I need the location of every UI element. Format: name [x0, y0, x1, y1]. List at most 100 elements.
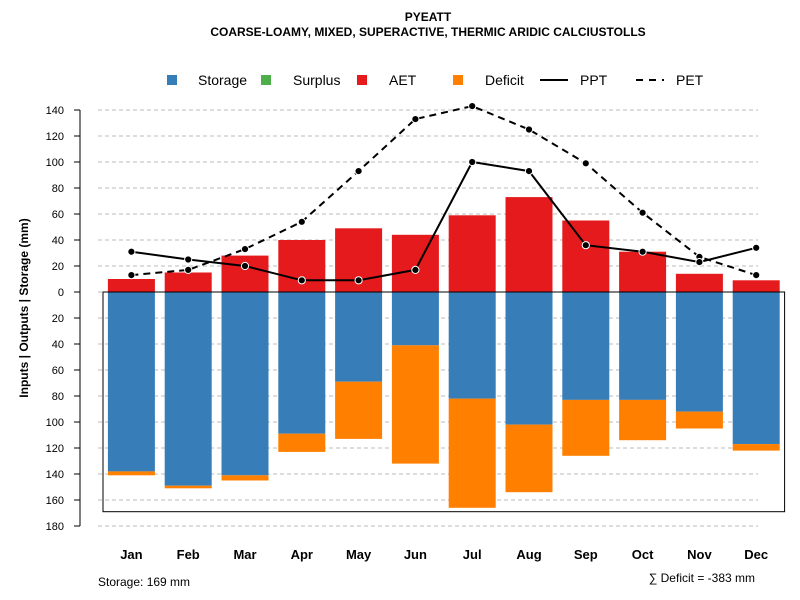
- deficit-bar: [732, 444, 780, 451]
- ppt-point: [638, 247, 647, 256]
- legend-surplus-label: Surplus: [293, 72, 340, 88]
- legend-surplus-swatch: [261, 75, 271, 85]
- ppt-point: [581, 241, 590, 250]
- x-tick-label: Nov: [687, 547, 712, 562]
- aet-bar: [391, 234, 439, 292]
- chart-title: PYEATT: [405, 10, 452, 24]
- y-tick-label: 80: [52, 391, 64, 403]
- y-tick-label: 60: [52, 209, 64, 221]
- legend: Storage Surplus AET Deficit PPT PET: [167, 72, 704, 88]
- aet-bar: [164, 272, 212, 292]
- ppt-point: [354, 276, 363, 285]
- pet-point: [468, 102, 477, 111]
- y-tick-label: 100: [46, 417, 64, 429]
- y-tick-label: 40: [52, 235, 64, 247]
- ppt-point: [127, 247, 136, 256]
- y-tick-label: 160: [46, 495, 64, 507]
- y-tick-label: 140: [46, 469, 64, 481]
- y-tick-label: 120: [46, 131, 64, 143]
- aet-bar: [675, 273, 723, 292]
- storage-bar: [732, 292, 780, 445]
- bars: [102, 197, 786, 513]
- deficit-footer-label: ∑ Deficit = -383 mm: [649, 571, 755, 585]
- y-tick-label: 20: [52, 261, 64, 273]
- x-tick-label: Aug: [516, 547, 541, 562]
- storage-bar: [619, 292, 667, 400]
- storage-bar: [675, 292, 723, 412]
- lines: [127, 102, 761, 285]
- deficit-bar: [164, 485, 212, 489]
- ppt-point: [297, 276, 306, 285]
- deficit-bar: [448, 398, 496, 508]
- aet-bar: [732, 280, 780, 292]
- pet-point: [184, 265, 193, 274]
- storage-bar: [335, 292, 383, 382]
- deficit-bar: [562, 399, 610, 456]
- legend-deficit-swatch: [453, 75, 463, 85]
- pet-point: [752, 271, 761, 280]
- deficit-bar: [391, 345, 439, 464]
- pet-point: [354, 167, 363, 176]
- x-tick-label: Apr: [291, 547, 313, 562]
- y-axis-label: Inputs | Outputs | Storage (mm): [17, 218, 31, 397]
- storage-bar: [221, 292, 269, 476]
- pet-point: [581, 159, 590, 168]
- x-tick-label: Oct: [632, 547, 654, 562]
- deficit-bar: [619, 399, 667, 441]
- storage-footer-label: Storage: 169 mm: [98, 575, 190, 589]
- storage-bar: [505, 292, 553, 425]
- x-tick-label: Jun: [404, 547, 427, 562]
- legend-ppt-label: PPT: [580, 72, 608, 88]
- deficit-bar: [107, 471, 155, 476]
- y-tick-label: 40: [52, 339, 64, 351]
- aet-bar: [107, 279, 155, 292]
- storage-bar: [391, 292, 439, 346]
- ppt-point: [184, 255, 193, 264]
- storage-bar: [164, 292, 212, 486]
- x-tick-label: Jul: [463, 547, 482, 562]
- pet-point: [411, 115, 420, 124]
- aet-bar: [619, 251, 667, 292]
- pet-line: [131, 105, 757, 277]
- x-tick-label: Dec: [744, 547, 768, 562]
- y-tick-label: 140: [46, 105, 64, 117]
- aet-bar: [505, 197, 553, 292]
- legend-storage-swatch: [167, 75, 177, 85]
- pet-point: [127, 271, 136, 280]
- legend-aet-label: AET: [389, 72, 417, 88]
- deficit-bar: [335, 381, 383, 439]
- y-tick-label: 20: [52, 313, 64, 325]
- y-tick-label: 180: [46, 521, 64, 533]
- legend-pet-label: PET: [676, 72, 704, 88]
- deficit-bar: [675, 411, 723, 429]
- ppt-point: [240, 261, 250, 271]
- ppt-point: [752, 243, 761, 252]
- storage-bar: [562, 292, 610, 400]
- aet-bar: [448, 215, 496, 292]
- pet-point: [240, 245, 250, 254]
- x-tick-label: May: [346, 547, 372, 562]
- chart-subtitle: COARSE-LOAMY, MIXED, SUPERACTIVE, THERMI…: [210, 25, 645, 39]
- deficit-bar: [278, 433, 326, 452]
- legend-aet-swatch: [357, 75, 367, 85]
- pet-point: [524, 125, 534, 134]
- storage-bar: [448, 292, 496, 399]
- ppt-line: [131, 160, 757, 282]
- deficit-bar: [221, 475, 269, 481]
- x-tick-label: Jan: [120, 547, 142, 562]
- storage-bar: [278, 292, 326, 434]
- pet-point: [638, 208, 647, 217]
- y-tick-label: 120: [46, 443, 64, 455]
- ppt-point: [695, 258, 704, 267]
- y-tick-label: 100: [46, 157, 64, 169]
- aet-bar: [221, 255, 269, 292]
- ppt-point: [468, 157, 477, 167]
- y-tick-label: 80: [52, 183, 64, 195]
- storage-bar: [107, 292, 155, 472]
- ppt-point: [524, 167, 534, 176]
- axes: 140 120 100 80 60 40 20 0 20 40 60 80 100 120 140 160 18…: [46, 105, 768, 562]
- x-tick-label: Feb: [177, 547, 200, 562]
- pet-point: [297, 217, 306, 226]
- y-tick-label: 0: [58, 287, 64, 299]
